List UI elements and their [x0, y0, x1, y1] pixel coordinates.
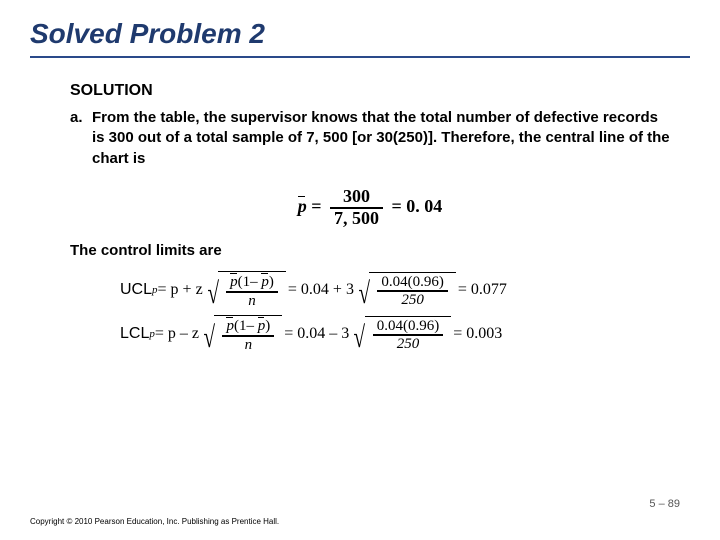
lcl-formula: LCL p = p – z √ p(1– p) n = 0.04 – 3 √ 0.…: [120, 315, 670, 353]
lcl-sqrt-symbolic: √ p(1– p) n: [201, 315, 282, 353]
radical-icon: √: [203, 323, 215, 353]
lcl-val-num: 0.04(0.96): [373, 318, 444, 337]
ucl-mid: = 0.04 + 3: [288, 281, 354, 299]
pbar-equation: p = 3007, 500 = 0. 04: [70, 187, 670, 229]
lcl-sqrt-numeric: √ 0.04(0.96) 250: [351, 316, 451, 353]
ucl-pbar-1: p: [230, 273, 238, 291]
ucl-mid-text: (1–: [238, 274, 262, 290]
item-text: From the table, the supervisor knows tha…: [92, 108, 670, 169]
ucl-pbar-2: p: [261, 273, 269, 291]
ucl-result: = 0.077: [458, 281, 507, 299]
copyright-text: Copyright © 2010 Pearson Education, Inc.…: [30, 517, 279, 526]
ucl-paren-end: ): [269, 274, 274, 290]
lcl-mid-text: (1–: [234, 318, 258, 334]
ucl-val-num: 0.04(0.96): [377, 274, 448, 293]
radical-icon: √: [207, 279, 219, 309]
ucl-lhs: = p + z: [158, 281, 203, 299]
lcl-mid: = 0.04 – 3: [284, 325, 349, 343]
eq-sign-1: =: [307, 196, 326, 216]
pbar-den: 7, 500: [330, 209, 383, 229]
eq-result: = 0. 04: [387, 196, 442, 216]
p-bar-symbol: p: [298, 196, 307, 217]
lcl-pbar-1: p: [226, 317, 234, 335]
ucl-sqrt-numeric: √ 0.04(0.96) 250: [356, 272, 456, 309]
lcl-label: LCL: [120, 325, 149, 343]
pbar-fraction: 3007, 500: [330, 187, 383, 229]
solution-label: SOLUTION: [70, 82, 670, 100]
radical-icon: √: [358, 279, 370, 309]
solution-item: a. From the table, the supervisor knows …: [70, 108, 670, 169]
ucl-val-den: 250: [377, 292, 448, 309]
lcl-result: = 0.003: [453, 325, 502, 343]
slide-number: 5 – 89: [649, 498, 680, 510]
ucl-sym-den: n: [226, 293, 278, 310]
ucl-label: UCL: [120, 281, 152, 299]
control-limits-text: The control limits are: [70, 242, 670, 259]
lcl-lhs: = p – z: [155, 325, 199, 343]
page-title: Solved Problem 2: [30, 18, 720, 50]
lcl-sym-den: n: [222, 337, 274, 354]
content-region: SOLUTION a. From the table, the supervis…: [0, 58, 720, 353]
item-letter: a.: [70, 108, 92, 169]
radical-icon: √: [354, 323, 366, 353]
ucl-sqrt-symbolic: √ p(1– p) n: [205, 271, 286, 309]
ucl-formula: UCL p = p + z √ p(1– p) n = 0.04 + 3 √ 0.…: [120, 271, 670, 309]
lcl-pbar-2: p: [258, 317, 266, 335]
pbar-num: 300: [330, 187, 383, 209]
lcl-val-den: 250: [373, 336, 444, 353]
lcl-paren-end: ): [265, 318, 270, 334]
